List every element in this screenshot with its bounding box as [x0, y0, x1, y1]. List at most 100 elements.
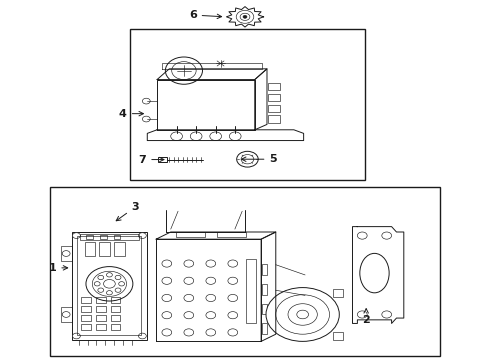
Bar: [111, 297, 121, 303]
Text: 4: 4: [119, 109, 144, 119]
Circle shape: [266, 288, 339, 341]
Bar: [80, 234, 139, 240]
Circle shape: [162, 329, 172, 336]
Circle shape: [165, 57, 202, 84]
Bar: [114, 242, 125, 256]
Circle shape: [206, 294, 216, 302]
Circle shape: [73, 333, 80, 339]
Circle shape: [94, 282, 100, 286]
Bar: [49, 187, 441, 356]
Bar: [114, 235, 121, 239]
Bar: [96, 324, 106, 330]
Circle shape: [228, 294, 238, 302]
Circle shape: [228, 260, 238, 267]
Bar: [100, 235, 107, 239]
Circle shape: [143, 116, 150, 122]
Bar: [96, 315, 106, 321]
Circle shape: [162, 260, 172, 267]
Bar: [81, 306, 91, 312]
Circle shape: [243, 15, 247, 18]
Circle shape: [62, 251, 70, 256]
Circle shape: [98, 275, 104, 280]
Circle shape: [139, 233, 147, 238]
Text: 1: 1: [49, 263, 68, 273]
Bar: [111, 306, 121, 312]
Bar: [86, 235, 93, 239]
Circle shape: [184, 312, 194, 319]
Circle shape: [288, 304, 318, 325]
Circle shape: [106, 273, 112, 277]
Circle shape: [228, 277, 238, 284]
Circle shape: [184, 260, 194, 267]
Circle shape: [382, 311, 392, 318]
Circle shape: [206, 277, 216, 284]
Bar: [268, 94, 280, 101]
Circle shape: [73, 233, 80, 238]
Bar: [246, 259, 256, 323]
Bar: [333, 289, 343, 297]
Bar: [333, 332, 343, 340]
Ellipse shape: [360, 253, 389, 293]
Circle shape: [92, 271, 126, 296]
Bar: [81, 315, 91, 321]
Bar: [85, 242, 96, 256]
Circle shape: [206, 329, 216, 336]
Bar: [81, 297, 91, 303]
Circle shape: [241, 154, 254, 164]
Circle shape: [62, 312, 70, 318]
Circle shape: [143, 98, 150, 104]
Bar: [61, 307, 72, 321]
Circle shape: [228, 312, 238, 319]
Bar: [111, 324, 121, 330]
Circle shape: [228, 329, 238, 336]
Circle shape: [98, 288, 104, 292]
Circle shape: [184, 277, 194, 284]
Circle shape: [190, 132, 202, 140]
Bar: [96, 306, 106, 312]
Circle shape: [210, 132, 221, 140]
Bar: [72, 232, 147, 339]
Circle shape: [86, 267, 133, 301]
Circle shape: [184, 294, 194, 302]
Bar: [175, 232, 205, 237]
Circle shape: [357, 311, 367, 318]
Text: 3: 3: [116, 202, 139, 221]
Bar: [268, 116, 280, 123]
Circle shape: [115, 275, 121, 280]
Circle shape: [357, 232, 367, 239]
Text: 2: 2: [362, 309, 370, 325]
Circle shape: [162, 294, 172, 302]
Bar: [96, 297, 106, 303]
Circle shape: [297, 310, 309, 319]
Circle shape: [115, 288, 121, 292]
Text: 7: 7: [139, 154, 164, 165]
Circle shape: [103, 279, 115, 288]
Bar: [262, 323, 267, 334]
Circle shape: [236, 10, 254, 23]
Circle shape: [276, 295, 330, 334]
Circle shape: [172, 62, 196, 80]
Bar: [268, 105, 280, 112]
Bar: [262, 264, 267, 275]
Circle shape: [162, 277, 172, 284]
Bar: [111, 315, 121, 321]
Bar: [158, 157, 167, 162]
Bar: [268, 83, 280, 90]
Text: 5: 5: [242, 154, 277, 164]
Bar: [262, 304, 267, 315]
Bar: [61, 246, 72, 261]
Circle shape: [229, 132, 241, 140]
Circle shape: [184, 329, 194, 336]
Bar: [217, 232, 246, 237]
Bar: [99, 242, 110, 256]
Circle shape: [139, 333, 147, 339]
Circle shape: [240, 13, 250, 21]
Bar: [262, 284, 267, 295]
Circle shape: [119, 282, 124, 286]
Circle shape: [237, 151, 258, 167]
Bar: [81, 324, 91, 330]
Circle shape: [162, 312, 172, 319]
Circle shape: [206, 312, 216, 319]
Circle shape: [382, 232, 392, 239]
Circle shape: [171, 132, 182, 140]
